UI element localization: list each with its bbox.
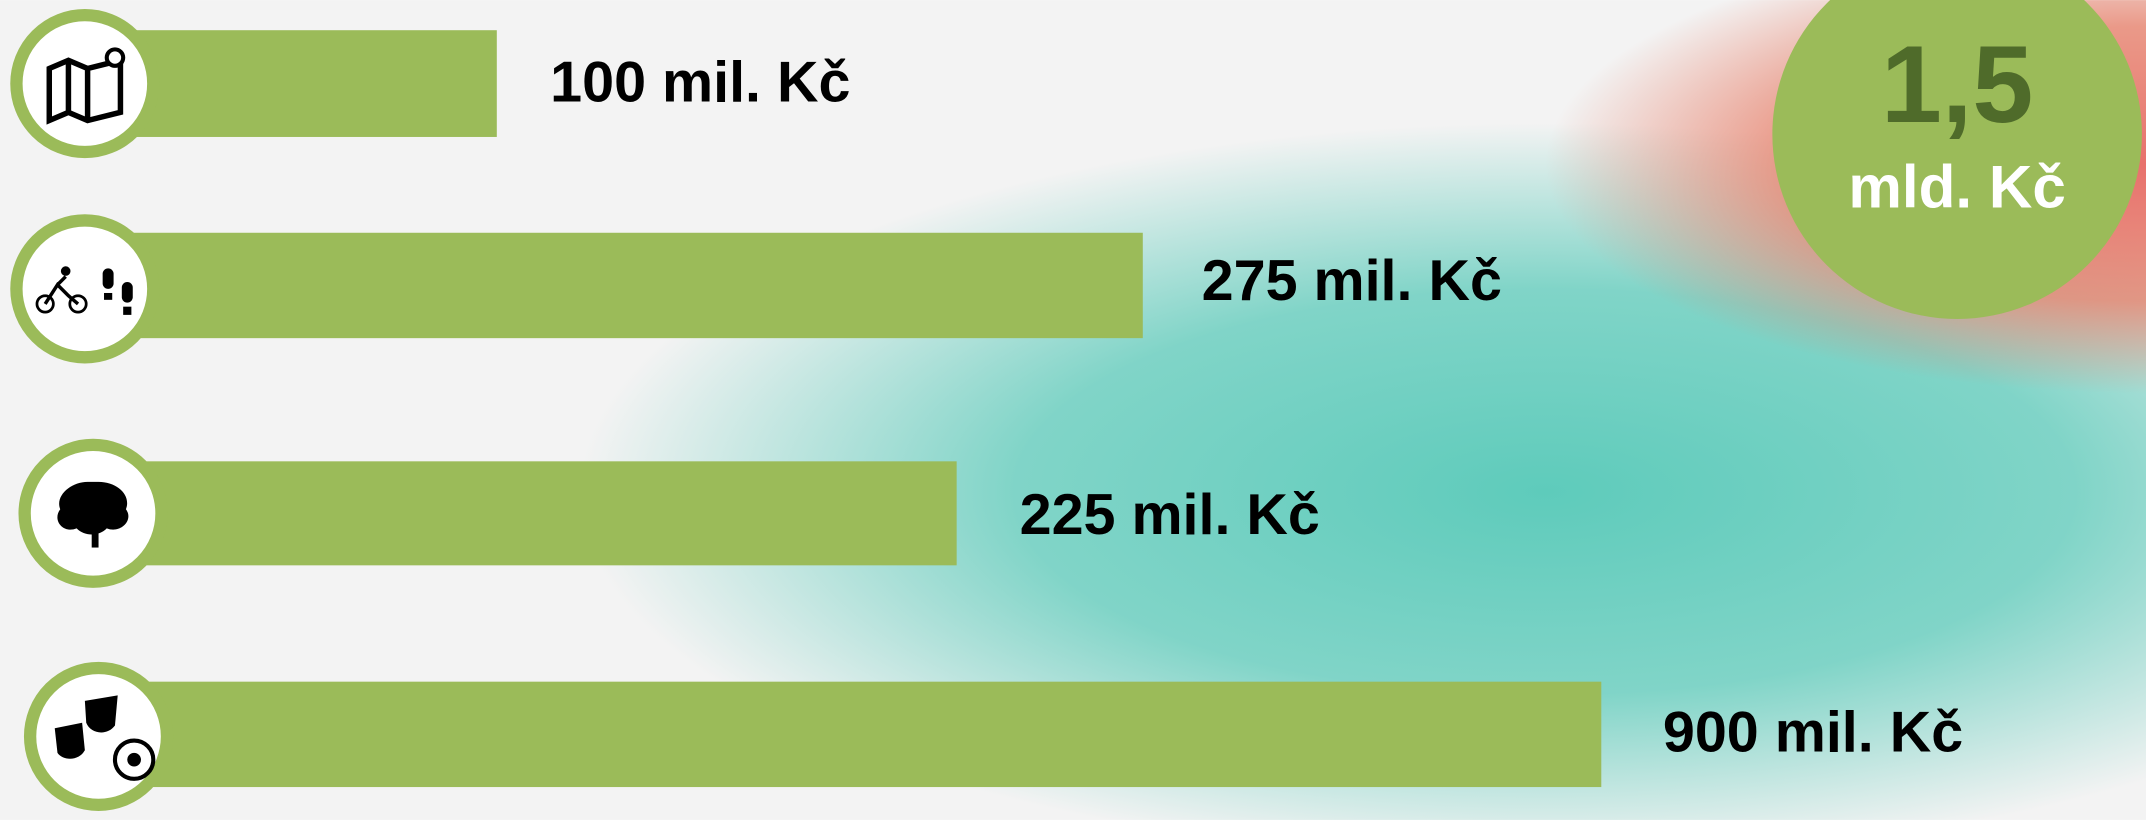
bar bbox=[136, 461, 957, 566]
total-unit: mld. Kč bbox=[1848, 153, 2065, 221]
icon-culture-sport bbox=[23, 661, 174, 812]
bar bbox=[143, 681, 1602, 788]
total-circle bbox=[1772, 0, 2142, 319]
icon-bike-walk bbox=[10, 214, 160, 364]
bar bbox=[130, 30, 497, 137]
bar bbox=[130, 232, 1143, 339]
icon-tree bbox=[18, 438, 168, 588]
bar-label: 275 mil. Kč bbox=[1202, 249, 1502, 313]
bar-label: 900 mil. Kč bbox=[1663, 701, 1963, 765]
total-number: 1,5 bbox=[1881, 24, 2033, 146]
bar-label: 225 mil. Kč bbox=[1020, 483, 1320, 547]
icon-map bbox=[10, 8, 160, 159]
bar-label: 100 mil. Kč bbox=[550, 51, 850, 115]
